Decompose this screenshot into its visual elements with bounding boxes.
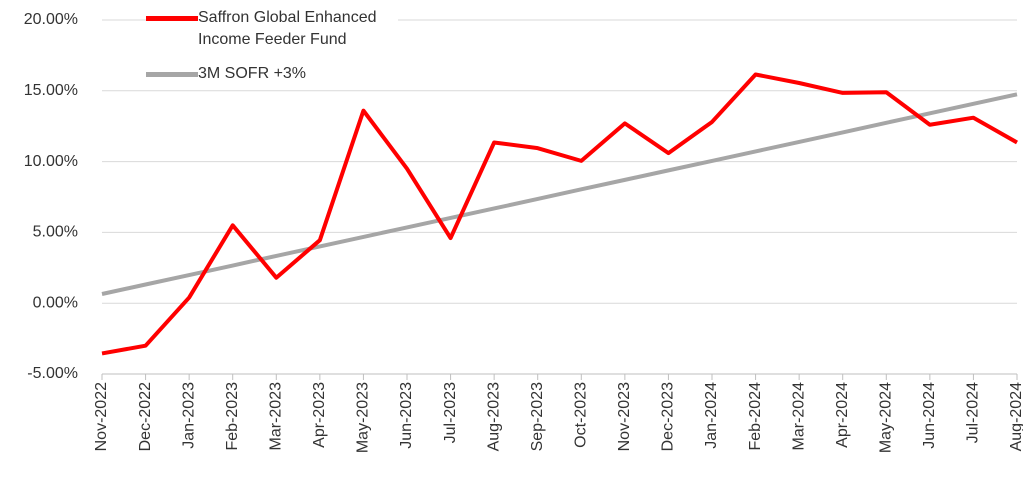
x-tick-label: Jan-2023 <box>180 382 197 449</box>
y-tick-label: 20.00% <box>24 11 78 28</box>
x-tick-label: Jul-2023 <box>442 382 459 443</box>
legend-entry: 3M SOFR +3% <box>146 63 398 85</box>
x-tick-label: Jun-2024 <box>921 382 938 449</box>
x-tick-label: May-2024 <box>878 382 895 453</box>
y-tick-label: 5.00% <box>33 224 78 241</box>
series-line <box>101 72 1018 356</box>
y-tick-label: -5.00% <box>27 365 78 382</box>
x-tick-label: Feb-2024 <box>747 382 764 451</box>
legend-swatch <box>146 72 198 77</box>
x-tick-label: Nov-2022 <box>93 382 110 451</box>
x-tick-label: Apr-2024 <box>834 382 851 448</box>
x-tick-label: Feb-2023 <box>224 382 241 451</box>
x-tick-label: Dec-2022 <box>137 382 154 451</box>
x-tick-label: Aug-2023 <box>485 382 502 451</box>
x-tick-label: Jan-2024 <box>703 382 720 449</box>
y-tick-label: 0.00% <box>33 294 78 311</box>
x-tick-label: Sep-2023 <box>529 382 546 451</box>
legend-entry: Saffron Global Enhanced Income Feeder Fu… <box>146 7 398 51</box>
x-tick-label: Nov-2023 <box>616 382 633 451</box>
x-tick-label: Dec-2023 <box>660 382 677 451</box>
y-tick-label: 15.00% <box>24 82 78 99</box>
x-tick-label: Mar-2023 <box>268 382 285 451</box>
x-tick-label: Mar-2024 <box>790 382 807 451</box>
series-line <box>101 92 1018 296</box>
x-tick-label: Jun-2023 <box>398 382 415 449</box>
x-tick-label: Jul-2024 <box>965 382 982 443</box>
x-tick-label: Aug-2024 <box>1008 382 1023 451</box>
legend-swatch <box>146 16 198 21</box>
legend-label: Saffron Global Enhanced Income Feeder Fu… <box>198 9 377 48</box>
legend-label: 3M SOFR +3% <box>198 65 307 82</box>
x-tick-label: May-2023 <box>355 382 372 453</box>
y-tick-label: 10.00% <box>24 153 78 170</box>
x-tick-label: Oct-2023 <box>573 382 590 448</box>
x-tick-label: Apr-2023 <box>311 382 328 448</box>
